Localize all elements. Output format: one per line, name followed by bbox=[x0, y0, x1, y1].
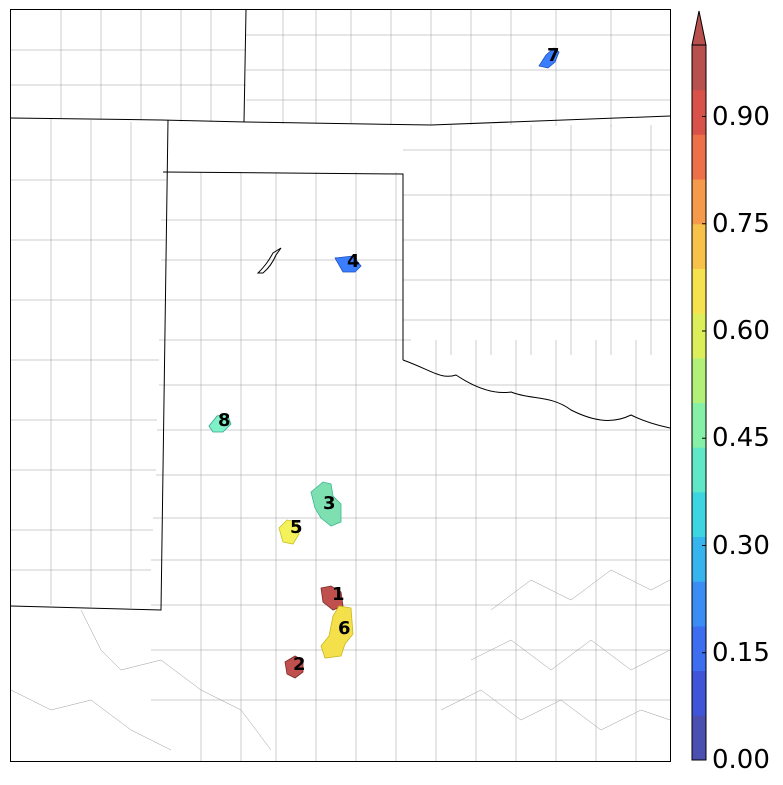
colorbar-tick-label: 0.90 bbox=[712, 101, 770, 132]
colorbar-segment bbox=[692, 268, 706, 314]
cell-group-8[interactable]: 8 bbox=[208, 410, 232, 433]
cell-3-label: 3 bbox=[323, 493, 336, 514]
colorbar-segment bbox=[692, 581, 706, 627]
colorbar-segment bbox=[692, 179, 706, 225]
cell-8-label: 8 bbox=[218, 410, 231, 431]
cell-4-shape bbox=[334, 255, 362, 273]
colorbar-segment bbox=[692, 313, 706, 359]
cell-7-label: 7 bbox=[547, 45, 560, 66]
colorbar-tick-label: 0.30 bbox=[712, 530, 770, 561]
colorbar-tick-label: 0.75 bbox=[712, 208, 770, 239]
colorbar-tick-label: 0.45 bbox=[712, 423, 770, 454]
cell-2-shape bbox=[284, 655, 304, 679]
cell-group-1[interactable]: 1 bbox=[320, 584, 345, 611]
county-boundaries bbox=[11, 10, 670, 761]
cell-5-shape bbox=[278, 519, 300, 545]
cell-group-2[interactable]: 2 bbox=[284, 654, 306, 679]
colorbar-segment bbox=[692, 45, 706, 91]
probability-map: 7 4 8 3 5 1 6 2 bbox=[10, 9, 671, 762]
colorbar-border bbox=[691, 44, 707, 761]
cell-3-shape bbox=[310, 481, 342, 527]
colorbar-segment bbox=[692, 715, 706, 761]
colorbar-segment bbox=[692, 357, 706, 403]
colorbar-segment bbox=[692, 491, 706, 538]
cell-2-label: 2 bbox=[293, 654, 306, 675]
colorbar-segment bbox=[692, 447, 706, 493]
cell-group-4[interactable]: 4 bbox=[334, 251, 362, 273]
colorbar-tick-label: 0.60 bbox=[712, 316, 770, 346]
cell-1-shape bbox=[320, 585, 344, 611]
cell-6-label: 6 bbox=[338, 618, 351, 639]
colorbar-segment bbox=[692, 536, 706, 582]
colorbar-segment bbox=[692, 402, 706, 448]
cell-group-3[interactable]: 3 bbox=[310, 481, 342, 527]
colorbar-segment bbox=[692, 134, 706, 180]
colorbar-extend-arrow bbox=[691, 10, 707, 46]
state-boundaries bbox=[11, 10, 670, 611]
cell-4-label: 4 bbox=[347, 251, 360, 272]
colorbar-tick-label: 0.00 bbox=[712, 745, 770, 775]
colorbar-segment bbox=[692, 625, 706, 672]
colorbar-segment bbox=[692, 670, 706, 716]
colorbar-segment bbox=[692, 89, 706, 135]
colorbar: 0.00 0.15 0.30 0.45 0.60 0.75 0.90 bbox=[690, 9, 783, 773]
colorbar-segment bbox=[692, 223, 706, 269]
cell-6-shape bbox=[320, 605, 354, 659]
cell-group-7[interactable]: 7 bbox=[538, 45, 560, 69]
colorbar-scale bbox=[691, 10, 707, 761]
colorbar-tick-label: 0.15 bbox=[712, 637, 770, 668]
cell-5-label: 5 bbox=[290, 517, 303, 538]
cell-group-6[interactable]: 6 bbox=[320, 605, 354, 659]
cell-1-label: 1 bbox=[332, 584, 345, 605]
cell-group-5[interactable]: 5 bbox=[278, 517, 303, 545]
cell-8-shape bbox=[208, 413, 232, 433]
map-canvas: 7 4 8 3 5 1 6 2 bbox=[11, 10, 670, 761]
cell-7-shape bbox=[538, 47, 560, 69]
